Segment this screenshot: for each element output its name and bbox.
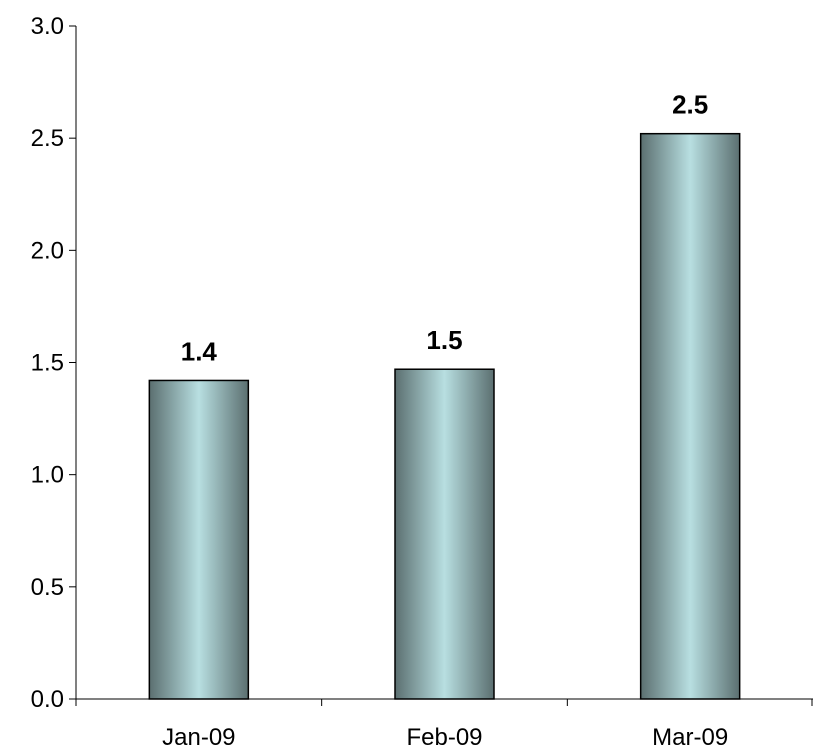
y-tick-label: 3.0	[31, 13, 64, 40]
data-label: 2.5	[672, 90, 708, 120]
x-tick-label: Jan-09	[162, 724, 235, 751]
bar	[394, 368, 495, 700]
y-tick-label: 2.0	[31, 237, 64, 264]
x-tick-label: Mar-09	[652, 724, 728, 751]
y-axis: 0.0 0.5 1.0 1.5 2.0 2.5 3.0	[31, 13, 77, 713]
data-label: 1.5	[426, 325, 462, 355]
y-tick-label: 0.0	[31, 686, 64, 713]
x-tick-label: Feb-09	[406, 724, 482, 751]
y-tick-label: 2.5	[31, 125, 64, 152]
data-label: 1.4	[181, 336, 218, 366]
bar	[148, 379, 250, 700]
x-axis: Jan-09 Feb-09 Mar-09	[75, 698, 813, 751]
y-tick-label: 1.0	[31, 462, 64, 489]
bar	[639, 132, 741, 700]
y-tick-label: 1.5	[31, 350, 64, 377]
y-tick-label: 0.5	[31, 574, 64, 601]
bars	[148, 132, 741, 700]
data-labels: 1.4 1.5 2.5	[181, 90, 708, 367]
